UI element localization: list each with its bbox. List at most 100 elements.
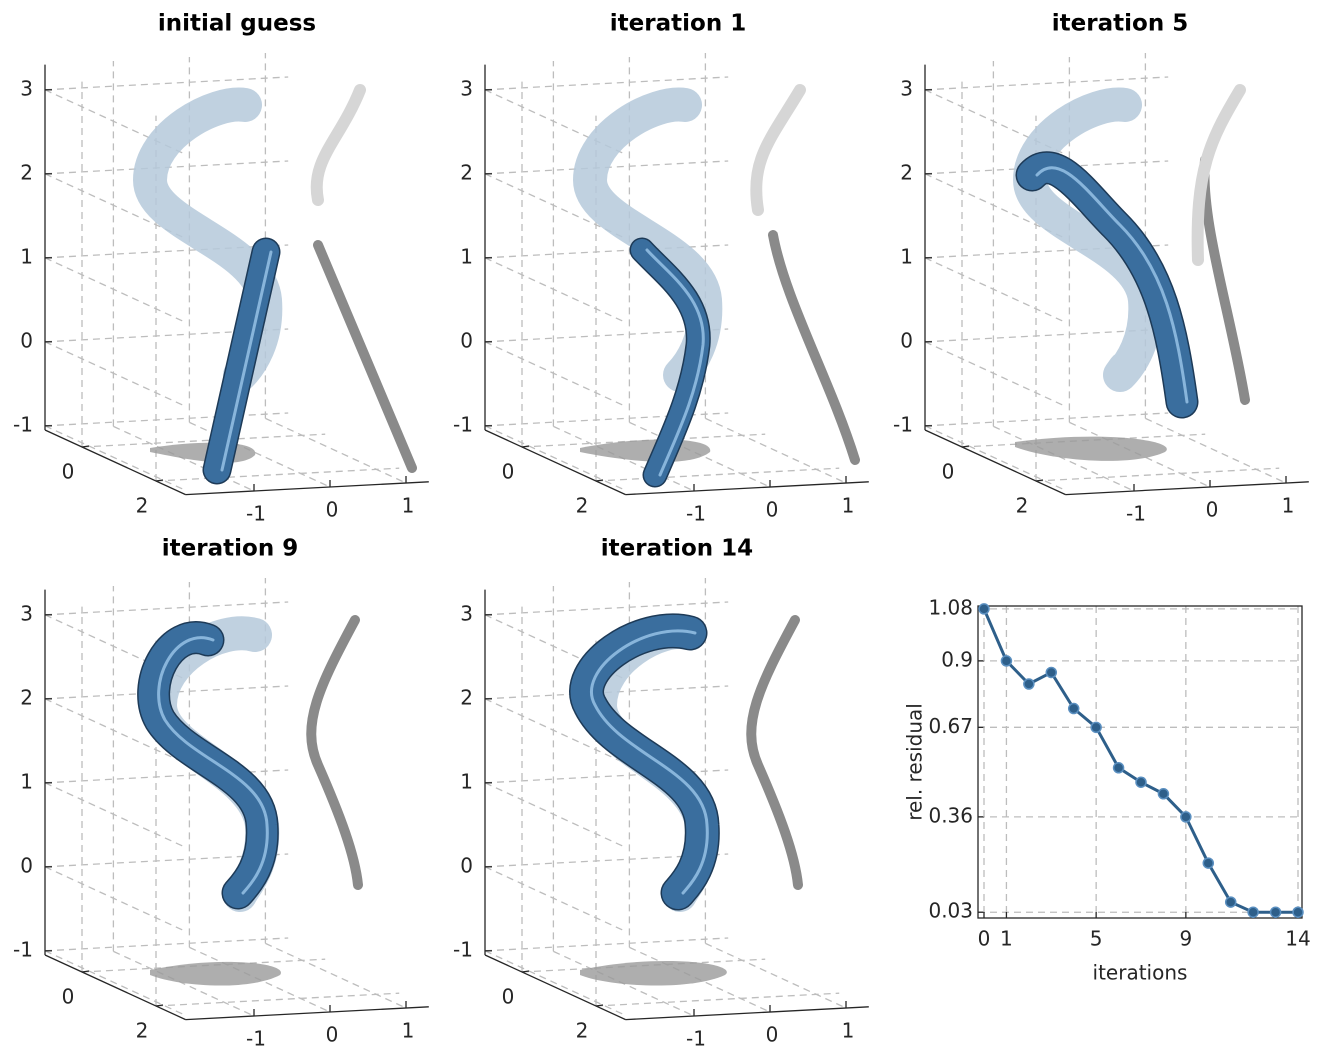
grid-line xyxy=(484,89,626,155)
panel: initial guess -1 0 1 2 3 -1 0 1 0 2 xyxy=(13,11,429,526)
y-axis xyxy=(924,429,1066,496)
panel-title: iteration 1 xyxy=(610,11,746,37)
z-tick-label: 3 xyxy=(900,76,913,100)
z-tick-label: 3 xyxy=(20,76,33,100)
z-tick-label: 0 xyxy=(460,328,473,352)
grid-line xyxy=(924,341,1066,407)
z-tick-label: 1 xyxy=(20,244,33,268)
floor-shadow xyxy=(150,961,281,986)
x-tick-label: 0 xyxy=(766,498,779,522)
z-tick-label: 0 xyxy=(20,853,33,877)
x-tick-label: 1 xyxy=(402,1019,415,1043)
z-tick-label: 0 xyxy=(900,328,913,352)
grid-line xyxy=(484,782,626,848)
tick-mark xyxy=(155,1004,164,1007)
x-tick-label: -1 xyxy=(686,502,706,526)
y-tick-label: 2 xyxy=(576,494,589,518)
x-tick-label: 1 xyxy=(842,1019,855,1043)
marker xyxy=(1292,906,1304,918)
wall-shadow xyxy=(1199,155,1250,405)
grid-line xyxy=(44,950,186,1016)
x-tick-label: 1 xyxy=(1282,494,1295,518)
panel: iteration 5 -1 0 1 2 3 -1 0 1 0 2 xyxy=(893,11,1309,526)
y-axis xyxy=(44,429,186,496)
grid-line xyxy=(44,937,289,952)
grid-line xyxy=(484,244,729,259)
grid-line xyxy=(484,328,729,343)
grid-line xyxy=(44,173,186,239)
grid-line xyxy=(1035,467,1280,482)
grid-line xyxy=(595,467,840,482)
y-axis xyxy=(44,954,186,1021)
tube-highlight xyxy=(157,636,269,895)
grid-line xyxy=(44,866,186,932)
y-axis xyxy=(484,954,626,1021)
y-tick-label: 1.08 xyxy=(928,595,973,619)
y-tick-label: 0 xyxy=(62,460,75,484)
grid-line xyxy=(44,76,289,91)
grid-line xyxy=(155,992,400,1007)
grid-line xyxy=(44,782,186,848)
grid-line xyxy=(484,769,729,784)
z-tick-label: -1 xyxy=(13,412,33,436)
x-tick-label: -1 xyxy=(246,502,266,526)
tube xyxy=(570,615,719,909)
x-tick-label: -1 xyxy=(1126,502,1146,526)
x-tick-label: 14 xyxy=(1285,927,1310,951)
marker xyxy=(1067,702,1080,715)
wall-shadow xyxy=(768,230,860,465)
x-tick-label: 5 xyxy=(1090,927,1103,951)
grid-line xyxy=(924,244,1169,259)
marker xyxy=(1000,655,1013,667)
marker xyxy=(1202,857,1215,869)
panel: iteration 9 -1 0 1 2 3 -1 0 1 0 2 xyxy=(13,536,429,1051)
y-tick-label: 2 xyxy=(136,1019,149,1043)
wall-shadow xyxy=(750,84,806,216)
y-tick-label: 0 xyxy=(502,460,515,484)
grid-line xyxy=(484,614,626,680)
floor-shadow xyxy=(150,442,256,463)
panel-title: initial guess xyxy=(158,11,316,37)
grid-line xyxy=(44,601,289,616)
marker xyxy=(1090,721,1102,734)
tube xyxy=(204,239,279,483)
z-tick-label: 3 xyxy=(460,601,473,625)
x-tick-label: 0 xyxy=(978,927,991,951)
panel-title: iteration 14 xyxy=(601,536,753,562)
grid-line xyxy=(44,341,186,407)
tube-highlight xyxy=(590,629,709,895)
tick-mark xyxy=(1035,479,1044,482)
grid-line xyxy=(705,417,847,484)
z-tick-label: 2 xyxy=(460,685,473,709)
tube-ghost xyxy=(1012,87,1163,392)
wall-shadow xyxy=(310,84,366,206)
tick-mark xyxy=(521,970,530,973)
z-tick-label: 2 xyxy=(900,160,913,184)
grid-line xyxy=(44,89,186,155)
marker xyxy=(1045,666,1058,679)
z-tick-label: 1 xyxy=(460,244,473,268)
grid-line xyxy=(44,412,289,427)
tick-mark xyxy=(595,479,604,482)
grid-line xyxy=(924,173,1066,239)
x-tick-label: 0 xyxy=(326,498,339,522)
grid-line xyxy=(484,257,626,323)
grid-line xyxy=(265,417,407,484)
x-tick-label: -1 xyxy=(246,1027,266,1051)
grid-line xyxy=(705,942,847,1009)
tube-highlight xyxy=(220,250,273,472)
panel: iteration 1 -1 0 1 2 3 -1 0 1 0 2 xyxy=(453,11,869,526)
tube-highlight xyxy=(645,248,705,477)
z-tick-label: 3 xyxy=(460,76,473,100)
y-axis-label: rel. residual xyxy=(903,703,927,821)
y-axis xyxy=(484,429,626,496)
x-axis xyxy=(625,481,869,496)
grid-line xyxy=(924,425,1066,491)
grid-line xyxy=(113,425,255,492)
z-tick-label: 3 xyxy=(20,601,33,625)
tick-mark xyxy=(81,970,90,973)
tube xyxy=(1017,152,1197,417)
grid-line xyxy=(155,467,400,482)
marker xyxy=(1157,788,1170,800)
